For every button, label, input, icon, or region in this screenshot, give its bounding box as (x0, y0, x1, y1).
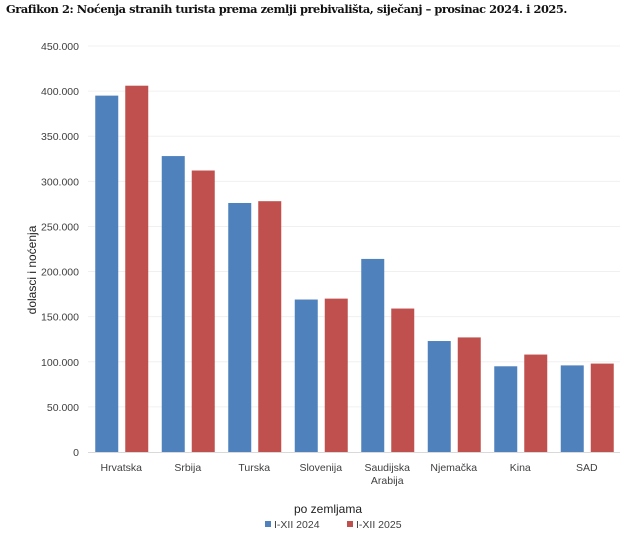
x-category-label: Arabija (371, 475, 404, 487)
bar-2025 (258, 201, 282, 452)
x-category-label: Slovenija (299, 462, 342, 474)
bar-2024 (494, 366, 518, 452)
y-tick-label: 0 (73, 447, 79, 459)
bar-2025 (457, 337, 481, 452)
x-category-label: Saudijska (364, 462, 410, 474)
y-axis-ticks: 0 50.000 100.000 150.000 200.000 250.000 300.0… (41, 41, 79, 459)
y-tick-label: 300.000 (41, 176, 79, 188)
y-tick-label: 100.000 (41, 357, 79, 369)
x-category-label: Kina (510, 462, 531, 474)
bar-2024 (161, 156, 185, 452)
bar-2025 (524, 354, 548, 452)
gridlines (88, 45, 620, 408)
bar-2024 (361, 258, 385, 452)
chart-title: Grafikon 2: Noćenja stranih turista prem… (6, 2, 567, 16)
x-category-label: Hrvatska (101, 462, 143, 474)
x-category-label: Turska (238, 462, 270, 474)
x-category-label: Njemačka (430, 462, 477, 474)
y-tick-label: 200.000 (41, 267, 79, 279)
x-category-label: SAD (576, 462, 598, 474)
legend-label: I-XII 2024 (274, 519, 320, 531)
bars (95, 85, 614, 453)
legend: I-XII 2024 I-XII 2025 (265, 519, 402, 531)
legend-swatch (265, 521, 271, 527)
bar-2024 (228, 202, 252, 452)
legend-item: I-XII 2025 (347, 519, 402, 531)
bar-2025 (125, 85, 149, 452)
bar-2024 (294, 299, 318, 452)
bar-2024 (560, 365, 584, 452)
y-tick-label: 50.000 (47, 402, 79, 414)
legend-swatch (347, 521, 353, 527)
bar-2025 (590, 363, 614, 452)
x-axis-title: po zemljama (294, 502, 362, 516)
bar-2025 (324, 298, 348, 452)
bar-2024 (95, 95, 119, 452)
y-tick-label: 450.000 (41, 41, 79, 53)
y-tick-label: 350.000 (41, 131, 79, 143)
y-axis-title: dolasci i noćenja (25, 225, 39, 314)
x-axis-categories: Hrvatska Srbija Turska Slovenija SaudijskaAr… (101, 462, 598, 487)
legend-label: I-XII 2025 (356, 519, 402, 531)
legend-item: I-XII 2024 (265, 519, 320, 531)
x-category-label: Srbija (174, 462, 201, 474)
y-tick-label: 250.000 (41, 221, 79, 233)
bar-2025 (191, 170, 215, 453)
bar-2025 (391, 308, 415, 452)
y-tick-label: 400.000 (41, 86, 79, 98)
bar-2024 (427, 341, 451, 452)
y-tick-label: 150.000 (41, 312, 79, 324)
